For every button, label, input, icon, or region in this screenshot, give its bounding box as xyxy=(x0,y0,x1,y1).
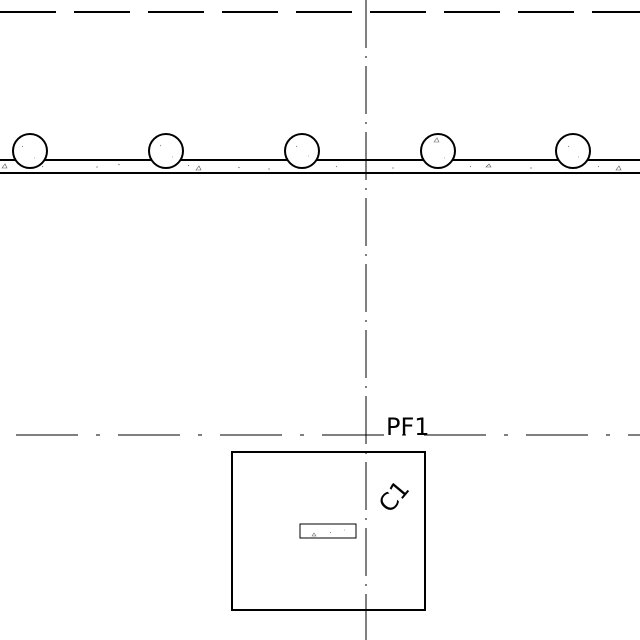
rebar-circle xyxy=(284,133,320,169)
footing-outline xyxy=(231,451,426,611)
rebar-circle xyxy=(420,133,456,169)
column-rect xyxy=(299,523,357,539)
rebar-circle xyxy=(148,133,184,169)
footing-label: PF1 xyxy=(386,413,430,441)
rebar-circle xyxy=(12,133,48,169)
column-label: C1 xyxy=(373,475,415,518)
concrete-hatch xyxy=(1,163,622,171)
rebar-row xyxy=(12,133,591,169)
rebar-circle xyxy=(555,133,591,169)
concrete-strip xyxy=(0,159,640,174)
